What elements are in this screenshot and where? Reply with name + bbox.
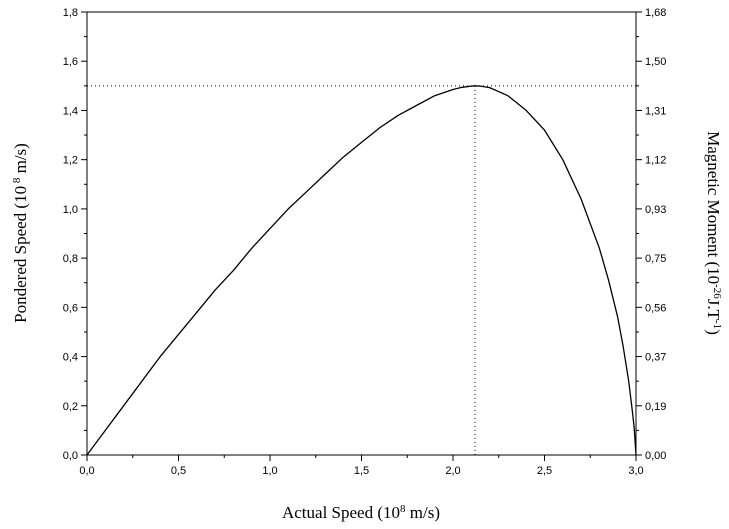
x-tick-label: 2,0 bbox=[445, 465, 460, 477]
x-tick-label: 2,5 bbox=[537, 465, 552, 477]
y-right-tick-label: 0,00 bbox=[645, 450, 666, 462]
y-right-axis-ticks: 0,00 0,19 0,37 0,56 0,75 0,93 1,12 1,31 1,50 1,68 bbox=[636, 7, 666, 462]
y-right-tick-label: 1,12 bbox=[645, 155, 666, 167]
y-left-tick-label: 0,2 bbox=[63, 401, 78, 413]
y-right-tick-label: 0,56 bbox=[645, 302, 666, 314]
y-left-tick-label: 0,0 bbox=[63, 450, 78, 462]
x-axis-title: Actual Speed (108 m/s) bbox=[282, 503, 440, 522]
y-left-tick-label: 1,4 bbox=[63, 105, 78, 117]
y-left-tick-label: 1,6 bbox=[63, 56, 78, 68]
y-left-tick-label: 1,8 bbox=[63, 7, 78, 19]
x-tick-label: 0,5 bbox=[171, 465, 186, 477]
y-left-axis-ticks: 0,0 0,2 0,4 0,6 0,8 1,0 1,2 1,4 1,6 1,8 bbox=[63, 7, 87, 462]
x-tick-label: 1,0 bbox=[262, 465, 277, 477]
series-group bbox=[86, 85, 637, 456]
y-left-axis-title: Pondered Speed (10 8 m/s) bbox=[11, 143, 30, 323]
y-right-axis-title: Magnetic Moment (10-26J.T-1) bbox=[704, 131, 723, 335]
y-right-tick-label: 0,19 bbox=[645, 401, 666, 413]
reference-lines bbox=[87, 85, 636, 455]
y-right-tick-label: 0,93 bbox=[645, 204, 666, 216]
x-tick-label: 1,5 bbox=[354, 465, 369, 477]
series-line bbox=[86, 85, 637, 456]
y-left-tick-label: 0,4 bbox=[63, 352, 78, 364]
x-axis-ticks: 0,0 0,5 1,0 1,5 2,0 2,5 3,0 bbox=[79, 455, 644, 477]
y-left-tick-label: 1,2 bbox=[63, 155, 78, 167]
y-left-tick-label: 0,8 bbox=[63, 253, 78, 265]
x-tick-label: 0,0 bbox=[79, 465, 94, 477]
y-left-tick-label: 1,0 bbox=[63, 204, 78, 216]
y-right-tick-label: 0,37 bbox=[645, 352, 666, 364]
y-left-tick-label: 0,6 bbox=[63, 302, 78, 314]
plot-frame bbox=[86, 11, 637, 456]
x-tick-label: 3,0 bbox=[628, 465, 643, 477]
y-right-tick-label: 1,31 bbox=[645, 105, 666, 117]
y-right-tick-label: 1,68 bbox=[645, 7, 666, 19]
y-right-tick-label: 0,75 bbox=[645, 253, 666, 265]
y-right-tick-label: 1,50 bbox=[645, 56, 666, 68]
